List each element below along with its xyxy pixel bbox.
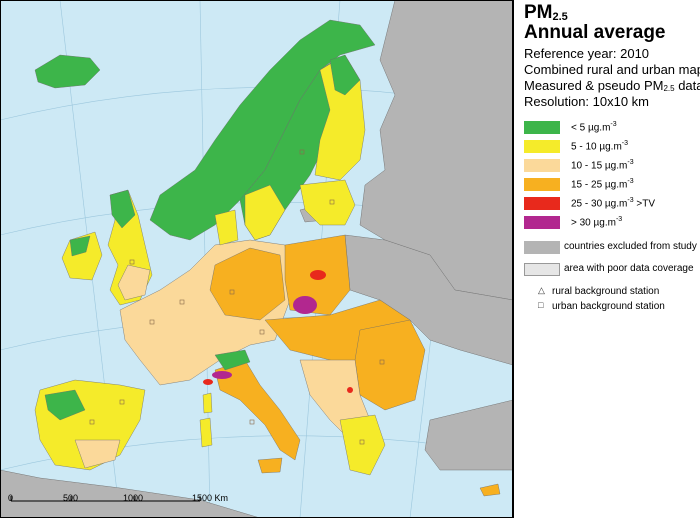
- po-valley-red: [203, 379, 213, 385]
- legend-unit: µg.m: [604, 198, 628, 210]
- legend-class-label: 15 - 25 µg.m-3: [571, 178, 634, 190]
- legend-swatch: [524, 216, 560, 229]
- sicily: [257, 457, 283, 474]
- poor-coverage-swatch: [524, 263, 560, 276]
- balkan-red: [347, 387, 353, 393]
- resolution: Resolution: 10x10 km: [524, 94, 650, 109]
- legend-unit: µg.m: [599, 141, 622, 153]
- legend-unit: µg.m: [604, 160, 628, 172]
- map-subtitle: Annual average: [524, 22, 666, 43]
- iberia-green: [44, 389, 86, 421]
- poland-hotspot-red: [310, 270, 326, 280]
- legend-class-label: < 5 µg.m-3: [571, 121, 617, 133]
- legend-unit-exp: -3: [621, 140, 629, 147]
- rural-station-label: rural background station: [552, 286, 660, 297]
- data-suffix: data: [678, 78, 700, 93]
- map-type: Combined rural and urban map: [524, 62, 700, 77]
- poor-coverage-label: area with poor data coverage: [564, 263, 694, 274]
- legend-unit: µg.m: [593, 217, 616, 229]
- scale-tick-1000: 1000: [123, 493, 144, 503]
- urban-station-icon: □: [538, 300, 544, 310]
- legend-range: 5 - 10: [571, 141, 600, 153]
- legend-swatch: [524, 197, 560, 210]
- rural-station-icon: △: [538, 285, 545, 295]
- map-title: PM2.5: [524, 3, 568, 27]
- data-sub: 2.5: [663, 84, 675, 93]
- legend-swatch: [524, 178, 560, 191]
- legend-swatch: [524, 159, 560, 172]
- legend-range: < 5: [571, 122, 588, 134]
- ukraine-belarus-region: [344, 234, 514, 366]
- iberia-south: [74, 439, 121, 469]
- cyprus: [479, 483, 501, 497]
- legend-unit: µg.m: [587, 122, 611, 134]
- baltics: [299, 179, 356, 226]
- legend-swatch: [524, 121, 560, 134]
- legend-swatch: [524, 140, 560, 153]
- legend-class-label: 25 - 30 µg.m-3 >TV: [571, 197, 655, 209]
- poland-hotspot: [293, 296, 317, 314]
- title-subscript: 2.5: [552, 11, 568, 23]
- alps-green: [214, 349, 251, 371]
- legend-unit-exp: -3: [615, 216, 623, 223]
- po-valley-hotspot: [212, 371, 232, 379]
- excluded-countries: [0, 0, 514, 518]
- scale-bar: 0 500 1000 1500 Km: [5, 493, 235, 515]
- sardinia: [199, 417, 213, 448]
- sweden-south-yellow: [244, 184, 286, 241]
- legend-range: 10 - 15: [571, 160, 605, 172]
- legend-unit-exp: -3: [627, 197, 634, 204]
- legend-range: > 30: [571, 217, 594, 229]
- urban-stations: [89, 149, 385, 445]
- legend-unit: µg.m: [604, 179, 628, 191]
- british-isles: [61, 189, 153, 306]
- legend-extra: >TV: [633, 198, 655, 210]
- corsica: [202, 392, 213, 414]
- scandinavia: [149, 19, 376, 241]
- scale-tick-0: 0: [8, 493, 14, 503]
- iceland: [34, 54, 101, 89]
- romania-bulgaria: [354, 319, 426, 411]
- excluded-swatch: [524, 241, 560, 254]
- ireland-green: [69, 235, 91, 257]
- excluded-label: countries excluded from study: [564, 241, 697, 252]
- scale-bar-line: [10, 496, 201, 502]
- legend-unit-exp: -3: [627, 178, 634, 185]
- scale-tick-500: 500: [63, 493, 79, 503]
- legend-range: 25 - 30: [571, 198, 605, 210]
- turkey-region: [424, 399, 514, 471]
- urban-station-label: urban background station: [552, 301, 665, 312]
- greece: [339, 414, 386, 476]
- legend-unit-exp: -3: [627, 159, 634, 166]
- legend-class-label: 5 - 10 µg.m-3: [571, 140, 628, 152]
- england-orange: [117, 264, 151, 301]
- finland-north-green: [329, 54, 361, 96]
- legend-range: 15 - 25: [571, 179, 605, 191]
- data-source: Measured & pseudo PM2.5 data: [524, 78, 700, 97]
- italy: [214, 359, 301, 461]
- reference-year: Reference year: 2010: [524, 46, 650, 61]
- legend-panel: PM2.5 Annual average Reference year: 201…: [513, 0, 700, 518]
- legend-class-label: 10 - 15 µg.m-3: [571, 159, 634, 171]
- legend-class-label: > 30 µg.m-3: [571, 216, 622, 228]
- title-main: PM: [524, 2, 553, 23]
- scotland-green: [109, 189, 136, 229]
- pollution-hotspots: [203, 270, 353, 393]
- data-prefix: Measured & pseudo PM: [524, 78, 664, 93]
- denmark: [214, 209, 239, 246]
- germany-core: [209, 247, 286, 321]
- scale-tick-1500: 1500 Km: [192, 493, 229, 503]
- legend-unit-exp: -3: [610, 121, 617, 128]
